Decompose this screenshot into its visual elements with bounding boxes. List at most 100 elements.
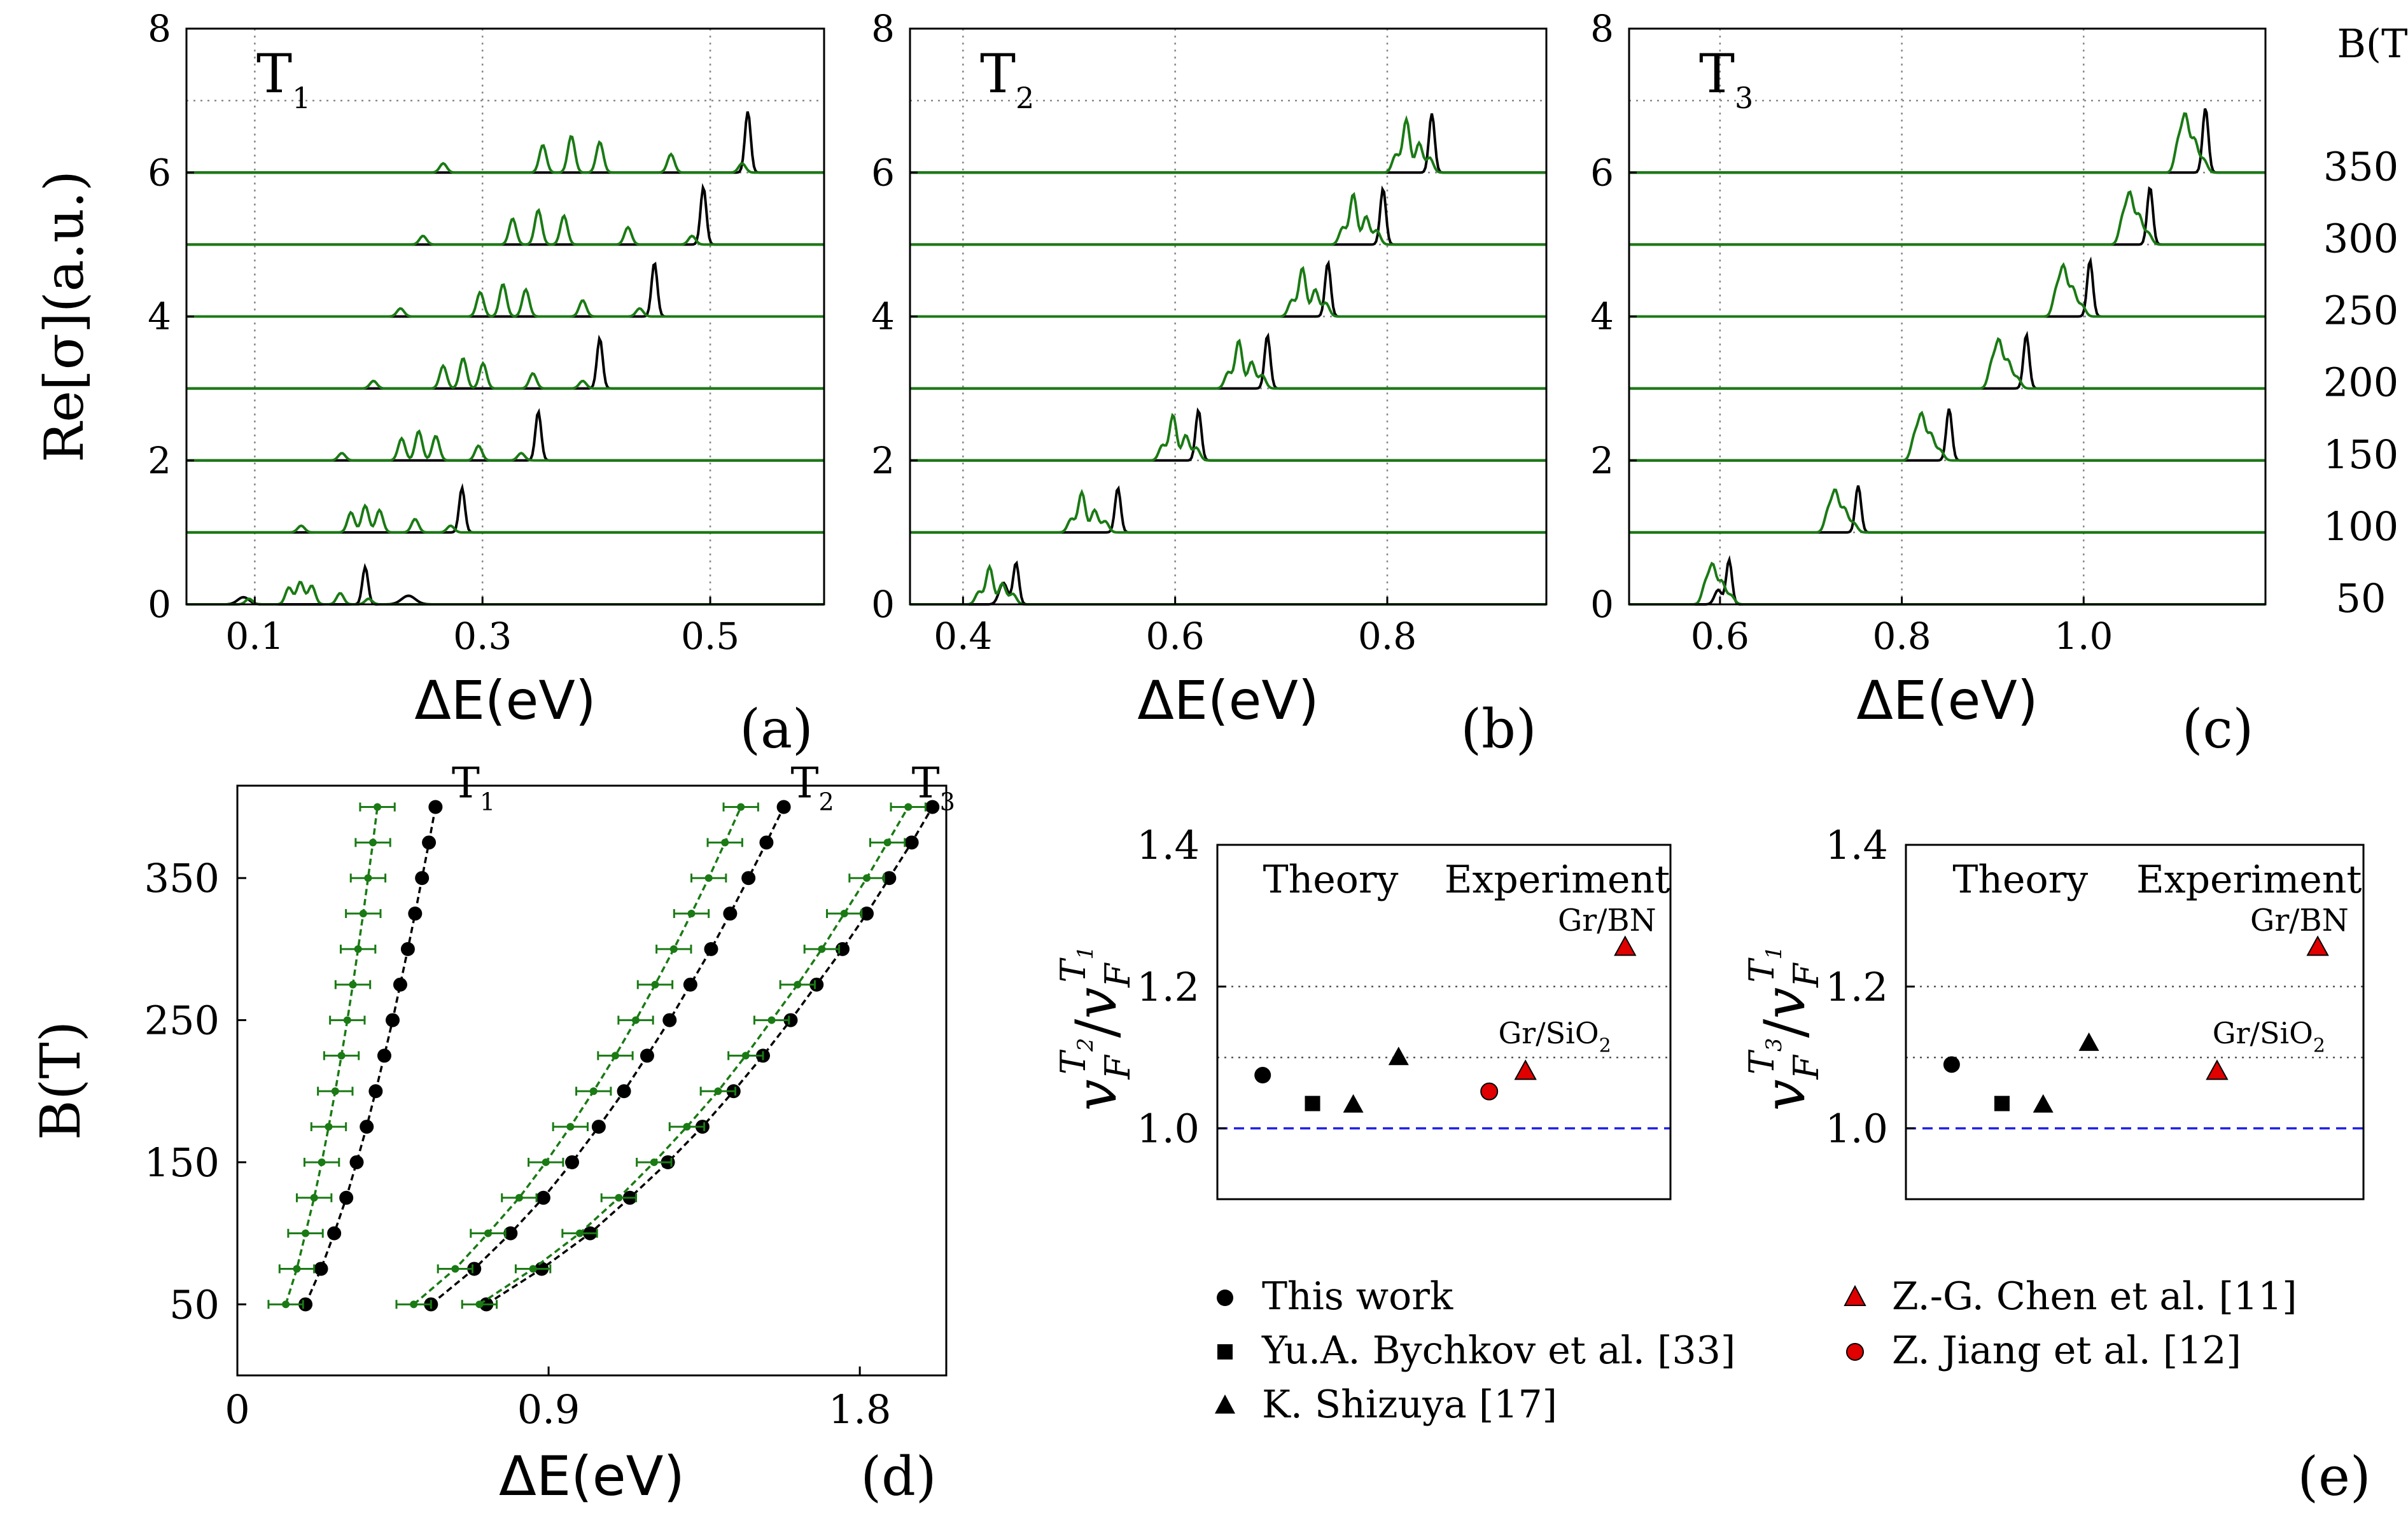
legend-label: K. Shizuya [17] xyxy=(1262,1382,1557,1427)
data-point xyxy=(662,1013,677,1027)
trace-black xyxy=(1629,485,2265,534)
y-tick-label: 6 xyxy=(1590,151,1614,194)
curve-label-main: T xyxy=(452,759,480,808)
data-point xyxy=(349,1155,364,1169)
y-axis-label-part: T xyxy=(1742,957,1782,982)
legend-marker xyxy=(1215,1394,1235,1414)
label-gr-sio2-main: Gr/SiO xyxy=(1498,1016,1599,1050)
x-axis-label: ΔE(eV) xyxy=(1856,669,2038,732)
curve-label-sub: 2 xyxy=(818,788,834,816)
data-point xyxy=(327,1226,342,1241)
label-gr-sio2-main: Gr/SiO xyxy=(2213,1016,2313,1050)
data-point xyxy=(1994,1095,2010,1111)
y-tick-label: 250 xyxy=(144,998,220,1044)
field-label: 150 xyxy=(2323,431,2398,478)
data-point xyxy=(484,1229,492,1237)
trace-green xyxy=(910,266,1546,318)
trace-green xyxy=(186,207,824,246)
data-point xyxy=(883,838,892,847)
curve-label-sub: 1 xyxy=(480,788,495,816)
y-axis-label-part: 1 xyxy=(1761,946,1787,960)
curve-label: T2 xyxy=(790,759,834,816)
trace-green xyxy=(186,429,824,462)
x-tick-label: 1.8 xyxy=(829,1386,892,1433)
y-axis-label-part: v xyxy=(1752,1079,1817,1111)
data-point xyxy=(860,907,874,921)
legend-item: K. Shizuya [17] xyxy=(1215,1382,1557,1427)
panel-label: (a) xyxy=(739,698,813,760)
trace-green xyxy=(186,283,824,318)
data-point xyxy=(385,1013,400,1027)
trace-black xyxy=(1629,108,2265,174)
data-point xyxy=(298,1297,313,1312)
panel-a: 0.1 0.3 0.5 0 2 4 6 8 T1 ΔE(eV) (a) Re[σ](a.u.) xyxy=(33,7,825,760)
trace-black xyxy=(186,183,824,246)
data-point xyxy=(325,1123,333,1131)
panel-title-sub: 2 xyxy=(1016,81,1034,115)
data-point xyxy=(611,1052,619,1060)
data-point xyxy=(542,1158,550,1166)
legend-item: Yu.A. Bychkov et al. [33] xyxy=(1217,1328,1735,1373)
data-point xyxy=(503,1226,518,1241)
curve-label-main: T xyxy=(790,759,818,808)
data-point xyxy=(467,1262,482,1276)
legend-item: This work xyxy=(1217,1274,1453,1319)
data-point xyxy=(651,980,659,989)
data-point xyxy=(794,980,802,989)
data-point xyxy=(704,874,713,882)
data-point xyxy=(422,835,437,850)
y-tick-label: 1.0 xyxy=(1825,1106,1888,1152)
y-axis-label-part: 3 xyxy=(1761,1038,1787,1052)
data-point xyxy=(310,1193,318,1202)
data-point xyxy=(925,800,940,814)
y-axis-label-part: F xyxy=(1098,962,1138,988)
panel-title-main: T xyxy=(256,43,292,105)
data-point xyxy=(1514,1059,1537,1080)
panel-label: (b) xyxy=(1460,698,1536,760)
panel-title-main: T xyxy=(1699,43,1735,105)
trace-black xyxy=(186,334,824,390)
data-point xyxy=(767,1016,776,1024)
data-point xyxy=(683,977,697,992)
y-tick-label: 0 xyxy=(1590,583,1614,626)
data-point xyxy=(349,980,357,989)
x-tick-label: 0.5 xyxy=(681,615,739,658)
field-label: 300 xyxy=(2323,215,2398,261)
header-theory: Theory xyxy=(1263,858,1399,902)
data-point xyxy=(393,977,407,992)
y-tick-label: 1.0 xyxy=(1137,1106,1200,1152)
data-point xyxy=(400,942,415,956)
y-tick-label: 2 xyxy=(148,439,171,482)
field-axis-title: B(T) xyxy=(2337,20,2408,67)
data-point xyxy=(759,835,774,850)
y-tick-label: 2 xyxy=(1590,439,1614,482)
legend-item: Z.-G. Chen et al. [11] xyxy=(1844,1274,2297,1319)
data-point xyxy=(565,1155,580,1169)
data-point xyxy=(904,803,913,811)
y-axis-label-part: v xyxy=(1752,987,1817,1019)
panel-label: (e) xyxy=(2297,1445,2370,1508)
y-tick-label: 1.2 xyxy=(1137,964,1200,1010)
y-axis-label-part: F xyxy=(1786,962,1826,988)
data-point xyxy=(368,1084,383,1099)
data-point xyxy=(1343,1094,1364,1113)
x-tick-label: 0.8 xyxy=(1872,615,1931,658)
y-tick-label: 8 xyxy=(871,7,895,50)
data-point xyxy=(1614,935,1637,956)
data-point xyxy=(374,803,382,811)
y-tick-label: 0 xyxy=(871,583,895,626)
data-point xyxy=(359,910,367,918)
y-tick-label: 6 xyxy=(148,151,171,194)
trace-black xyxy=(910,485,1546,534)
data-point xyxy=(428,800,443,814)
data-point xyxy=(337,1052,346,1060)
legend-marker xyxy=(1846,1343,1864,1361)
y-tick-label: 1.2 xyxy=(1825,964,1888,1010)
trace-green xyxy=(910,191,1546,246)
data-point xyxy=(737,803,745,811)
trace-black xyxy=(1629,256,2265,318)
trace-black xyxy=(186,562,824,606)
trace-green xyxy=(1629,337,2265,390)
